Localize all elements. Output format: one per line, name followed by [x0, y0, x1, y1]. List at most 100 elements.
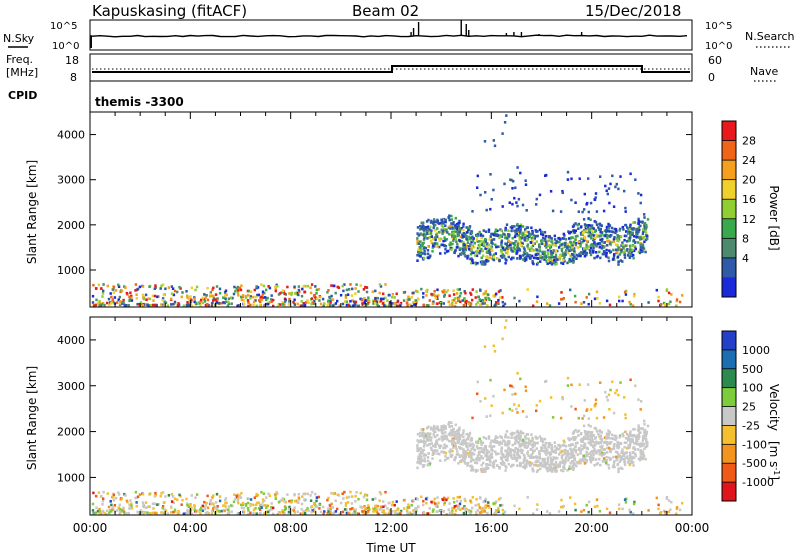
range-cell: [419, 252, 422, 256]
range-cell: [605, 395, 608, 399]
range-cell: [407, 506, 410, 509]
range-cell: [474, 296, 477, 299]
range-cell: [301, 287, 304, 291]
range-cell: [313, 299, 316, 303]
range-cell: [540, 439, 543, 443]
range-cell: [92, 283, 95, 287]
range-cell: [638, 458, 642, 462]
range-cell: [433, 497, 436, 501]
range-cell: [566, 261, 569, 265]
range-cell: [302, 284, 305, 288]
range-cell: [623, 238, 626, 242]
range-cell: [419, 232, 422, 235]
range-cell: [631, 248, 634, 252]
range-cell: [640, 444, 643, 448]
range-cell: [562, 504, 565, 508]
range-cell: [516, 429, 519, 433]
range-cell: [564, 238, 568, 241]
range-cell: [180, 503, 183, 506]
range-cell: [193, 508, 196, 511]
range-cell: [641, 232, 645, 235]
range-cell: [465, 237, 468, 241]
range-cell: [617, 445, 621, 448]
range-cell: [466, 241, 470, 244]
colorbar-tick-label: 24: [742, 154, 756, 167]
range-cell: [535, 455, 539, 459]
range-cell: [384, 512, 388, 516]
range-cell: [240, 295, 243, 299]
range-cell: [602, 252, 606, 256]
range-cell: [424, 434, 427, 438]
range-cell: [560, 249, 564, 253]
range-cell: [464, 235, 467, 238]
range-cell: [501, 256, 504, 259]
range-cell: [451, 429, 455, 432]
range-cell: [565, 456, 568, 459]
range-cell: [608, 408, 611, 411]
range-cell: [190, 494, 193, 497]
range-cell: [360, 506, 363, 510]
range-cell: [576, 441, 579, 445]
range-cell: [511, 225, 514, 228]
range-cell: [616, 248, 620, 252]
range-cell: [610, 234, 613, 237]
range-cell: [641, 450, 644, 453]
range-cell: [599, 230, 602, 234]
range-cell: [98, 300, 101, 303]
range-cell: [503, 440, 506, 443]
range-cell: [602, 234, 605, 237]
range-cell: [457, 428, 460, 432]
range-cell: [624, 451, 627, 455]
range-cell: [268, 300, 271, 304]
range-cell: [644, 250, 647, 254]
range-cell: [95, 298, 98, 302]
range-cell: [523, 459, 526, 463]
range-cell: [386, 299, 389, 302]
range-cell: [134, 490, 138, 494]
range-cell: [432, 237, 435, 241]
range-cell: [548, 451, 552, 454]
range-cell: [135, 496, 138, 499]
range-cell: [579, 449, 582, 453]
range-cell: [595, 458, 598, 461]
range-cell: [467, 302, 471, 305]
range-cell: [589, 458, 592, 461]
range-cell: [599, 430, 602, 434]
range-cell: [288, 499, 291, 503]
range-cell: [569, 246, 572, 249]
range-cell: [421, 459, 424, 462]
range-cell: [101, 499, 105, 503]
range-cell: [395, 292, 398, 296]
range-cell: [570, 198, 573, 202]
range-cell: [394, 510, 398, 513]
range-cell: [455, 227, 459, 230]
range-cell: [391, 510, 394, 513]
range-cell: [544, 234, 548, 238]
range-cell: [240, 492, 243, 495]
range-cell: [628, 508, 631, 512]
range-cell: [655, 496, 658, 500]
range-cell: [612, 437, 615, 441]
range-cell: [297, 293, 300, 297]
range-cell: [583, 435, 586, 439]
power-x-ticks: [89, 112, 693, 307]
range-cell: [261, 504, 265, 507]
range-cell: [451, 434, 455, 437]
range-cell: [476, 454, 480, 457]
range-cell: [438, 446, 441, 449]
range-cell: [163, 300, 166, 304]
range-cell: [186, 502, 189, 505]
range-cell: [610, 440, 613, 444]
range-cell: [223, 301, 226, 305]
range-cell: [161, 283, 165, 286]
range-cell: [552, 243, 555, 247]
range-cell: [141, 304, 145, 307]
noise-tick-top-right: 10^5: [705, 21, 732, 32]
range-cell: [499, 462, 503, 465]
range-cell: [590, 229, 594, 232]
range-cell: [471, 259, 474, 262]
range-cell: [593, 256, 596, 260]
range-cell: [453, 441, 456, 445]
range-cell: [516, 464, 519, 467]
range-cell: [595, 210, 599, 213]
